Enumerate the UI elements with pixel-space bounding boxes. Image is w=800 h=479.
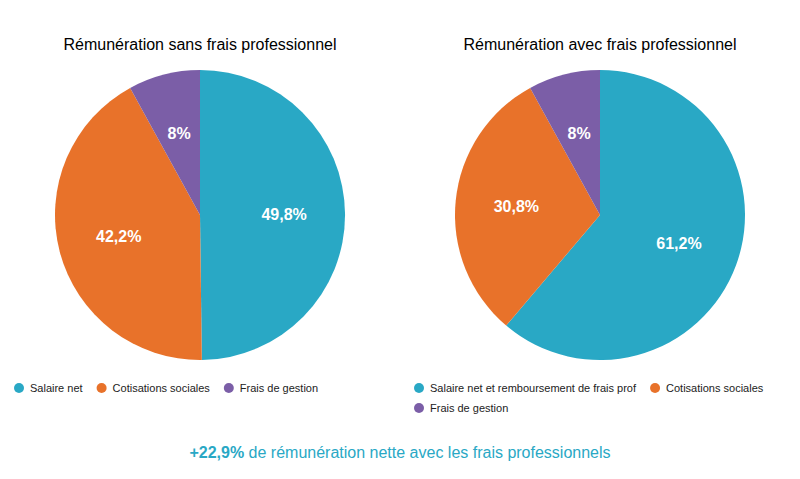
legend-item: Frais de gestion bbox=[224, 382, 318, 394]
legend-label: Cotisations sociales bbox=[113, 382, 211, 394]
annotation: +22,9% de rémunération nette avec les fr… bbox=[189, 444, 610, 461]
legend-marker bbox=[224, 383, 234, 393]
data-label: 49,8% bbox=[261, 206, 306, 223]
chart-root: Rémunération sans frais professionnel 49,… bbox=[0, 0, 800, 479]
legend-item: Cotisations sociales bbox=[97, 382, 211, 394]
data-label: 8% bbox=[568, 125, 591, 142]
data-label: 8% bbox=[168, 125, 191, 142]
legend-marker bbox=[414, 403, 424, 413]
legend-item: Cotisations sociales bbox=[650, 382, 764, 394]
legend-label: Salaire net et remboursement de frais pr… bbox=[430, 382, 637, 394]
title: Rémunération sans frais professionnel bbox=[63, 36, 336, 53]
legend-marker bbox=[650, 383, 660, 393]
data-labels: 49,8% 42,2% 8% bbox=[96, 125, 307, 245]
data-labels: 61,2% 30,8% 8% bbox=[494, 125, 702, 252]
legend-item: Salaire net et remboursement de frais pr… bbox=[414, 382, 637, 394]
pie-slice bbox=[200, 70, 345, 360]
pie-slice bbox=[530, 70, 600, 215]
data-label: 61,2% bbox=[656, 235, 701, 252]
annotation-part: de rémunération nette avec les frais pro… bbox=[244, 444, 610, 461]
slices bbox=[55, 70, 345, 360]
legend-item: Frais de gestion bbox=[414, 402, 508, 414]
legend-marker bbox=[414, 383, 424, 393]
annotation-part: +22,9% bbox=[189, 444, 244, 461]
slices bbox=[455, 70, 745, 360]
legend-marker bbox=[14, 383, 24, 393]
legend-marker bbox=[97, 383, 107, 393]
pie-slice bbox=[55, 88, 202, 360]
legend-label: Frais de gestion bbox=[240, 382, 318, 394]
pie-chart: Rémunération avec frais professionnel 61,… bbox=[414, 36, 764, 414]
pie-chart: Rémunération sans frais professionnel 49,… bbox=[14, 36, 345, 394]
legend: Salaire net Cotisations sociales Frais de … bbox=[14, 382, 318, 394]
data-label: 42,2% bbox=[96, 228, 141, 245]
legend-label: Cotisations sociales bbox=[666, 382, 764, 394]
pie-slice bbox=[130, 70, 200, 215]
legend-label: Frais de gestion bbox=[430, 402, 508, 414]
legend: Salaire net et remboursement de frais pr… bbox=[414, 382, 764, 414]
title: Rémunération avec frais professionnel bbox=[463, 36, 736, 53]
legend-item: Salaire net bbox=[14, 382, 83, 394]
legend-label: Salaire net bbox=[30, 382, 83, 394]
data-label: 30,8% bbox=[494, 198, 539, 215]
